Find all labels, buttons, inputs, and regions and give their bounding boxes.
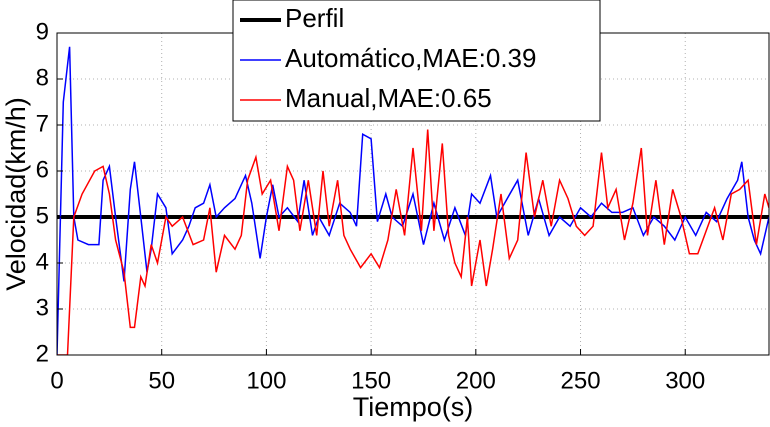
y-tick-label: 3: [36, 294, 49, 321]
legend-label: Automático,MAE:0.39: [285, 43, 536, 73]
x-tick-label: 0: [50, 367, 63, 394]
y-tick-label: 5: [36, 202, 49, 229]
plot-lines: [57, 46, 769, 355]
legend: Perfil Automático,MAE:0.39 Manual,MAE:0.65: [232, 0, 601, 122]
x-tick-label: 200: [456, 367, 496, 394]
y-tick-label: 7: [36, 110, 49, 137]
x-tick-label: 50: [148, 367, 175, 394]
x-tick-label: 300: [665, 367, 705, 394]
legend-box: [232, 0, 601, 122]
series-line: [57, 129, 769, 355]
y-tick-label: 6: [36, 156, 49, 183]
x-tick-label: 250: [561, 367, 601, 394]
x-tick-label: 150: [351, 367, 391, 394]
y-tick-label: 4: [36, 248, 49, 275]
y-tick-label: 9: [36, 18, 49, 45]
x-tick-label: 100: [246, 367, 286, 394]
x-axis-label: Tiempo(s): [353, 392, 474, 422]
y-tick-label: 8: [36, 64, 49, 91]
y-tick-label: 2: [36, 340, 49, 367]
legend-label: Manual,MAE:0.65: [285, 83, 492, 113]
y-axis-label: Velocidad(km/h): [1, 97, 31, 291]
legend-label: Perfil: [285, 3, 344, 33]
